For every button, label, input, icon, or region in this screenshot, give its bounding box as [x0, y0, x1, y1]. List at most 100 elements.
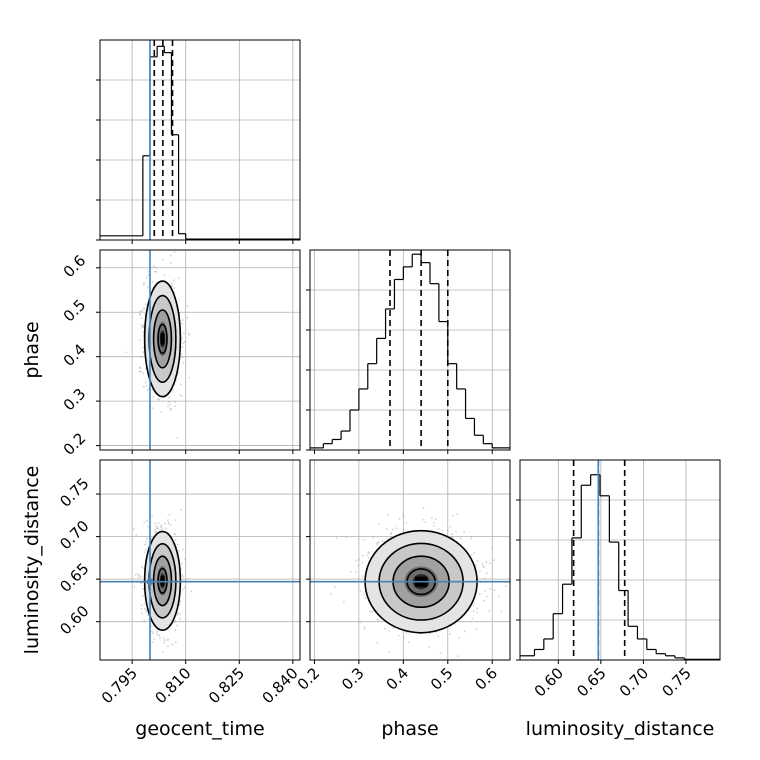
- contour-line: [157, 567, 168, 594]
- sample-point: [463, 630, 466, 633]
- sample-point: [168, 396, 170, 399]
- sample-point: [159, 526, 162, 529]
- sample-point: [489, 588, 491, 590]
- sample-point: [152, 396, 155, 398]
- sample-point: [471, 617, 474, 620]
- sample-point: [174, 519, 177, 521]
- sample-point: [367, 556, 370, 559]
- sample-point: [172, 389, 174, 392]
- sample-point: [161, 258, 164, 261]
- sample-point: [378, 523, 381, 526]
- sample-point: [386, 537, 389, 540]
- sample-point: [155, 525, 158, 528]
- sample-point: [138, 366, 141, 369]
- sample-point: [357, 564, 360, 567]
- sample-point: [475, 628, 478, 631]
- sample-point: [430, 517, 433, 519]
- x-axis-label-luminosity-distance: luminosity_distance: [526, 718, 715, 740]
- sample-point: [182, 332, 185, 335]
- x-tick-label: 0.60: [531, 664, 567, 700]
- sample-point: [173, 621, 175, 623]
- sample-point: [142, 325, 145, 328]
- y-tick-label: 0.70: [56, 517, 92, 553]
- sample-point: [488, 610, 491, 613]
- x-tick-label: 0.65: [573, 664, 609, 700]
- sample-point: [180, 508, 182, 511]
- sample-point: [154, 270, 157, 273]
- panel-frame: [99, 39, 301, 241]
- sample-point: [163, 642, 166, 644]
- x-tick-label: 0.2: [294, 664, 324, 694]
- sample-point: [178, 613, 181, 616]
- sample-point: [173, 533, 175, 535]
- sample-point: [330, 592, 333, 595]
- y-axis-label-phase: phase: [21, 321, 43, 378]
- sample-point: [151, 281, 154, 283]
- sample-point: [190, 590, 193, 593]
- sample-point: [139, 367, 142, 369]
- sample-point: [142, 385, 145, 388]
- sample-point: [167, 645, 169, 648]
- sample-point: [169, 407, 172, 410]
- sample-point: [387, 514, 389, 516]
- x-tick-label: 0.75: [658, 664, 694, 700]
- sample-point: [505, 585, 507, 588]
- histogram-geocent-time: [96, 39, 301, 244]
- sample-point: [182, 548, 184, 551]
- sample-point: [139, 312, 142, 315]
- histogram-luminosity-distance: 0.60 0.65 0.70 0.75: [516, 459, 721, 700]
- sample-point: [181, 336, 184, 339]
- sample-point: [484, 590, 486, 592]
- x-tick-label: 0.4: [383, 664, 413, 694]
- sample-point: [463, 531, 466, 533]
- sample-point: [180, 395, 183, 398]
- sample-point: [153, 265, 156, 268]
- sample-point: [402, 636, 405, 639]
- sample-point: [143, 619, 146, 622]
- sample-point: [171, 282, 174, 285]
- sample-point: [125, 351, 128, 354]
- sample-point: [160, 411, 163, 413]
- y-axis-label-luminosity-distance: luminosity_distance: [21, 466, 43, 655]
- sample-point: [333, 586, 336, 589]
- sample-point: [398, 517, 401, 520]
- y-tick-label: 0.6: [60, 251, 90, 281]
- sample-point: [437, 528, 440, 530]
- sample-point: [368, 552, 371, 555]
- sample-point: [181, 322, 184, 325]
- sample-point: [371, 610, 373, 613]
- panel-frame: [519, 459, 721, 661]
- sample-point: [173, 287, 176, 289]
- sample-point: [139, 339, 141, 341]
- sample-point: [405, 521, 407, 524]
- sample-point: [180, 562, 183, 565]
- sample-point: [177, 543, 179, 546]
- panel-phase-vs-luminosity-distance: 0.2 0.3 0.4 0.5 0.6: [294, 459, 511, 694]
- sample-point: [159, 529, 161, 531]
- sample-point: [181, 574, 184, 577]
- sample-point: [141, 612, 144, 615]
- sample-point: [359, 621, 362, 624]
- sample-point: [144, 303, 147, 306]
- sample-point: [181, 579, 184, 582]
- sample-point: [153, 638, 156, 641]
- sample-point: [433, 525, 435, 527]
- panel-content: [125, 251, 191, 439]
- sample-point: [366, 554, 369, 556]
- sample-point: [170, 524, 172, 526]
- sample-point: [376, 542, 378, 545]
- contour-line: [152, 555, 173, 607]
- sample-point: [478, 593, 481, 596]
- sample-point: [473, 552, 475, 554]
- sample-point: [151, 389, 154, 391]
- sample-point: [178, 603, 181, 606]
- sample-point: [377, 541, 379, 544]
- sample-point: [144, 381, 147, 384]
- sample-point: [458, 637, 461, 639]
- sample-point: [141, 310, 144, 312]
- sample-point: [156, 633, 159, 636]
- sample-point: [138, 574, 140, 577]
- sample-point: [174, 620, 177, 622]
- sample-point: [470, 535, 473, 538]
- sample-point: [183, 586, 186, 589]
